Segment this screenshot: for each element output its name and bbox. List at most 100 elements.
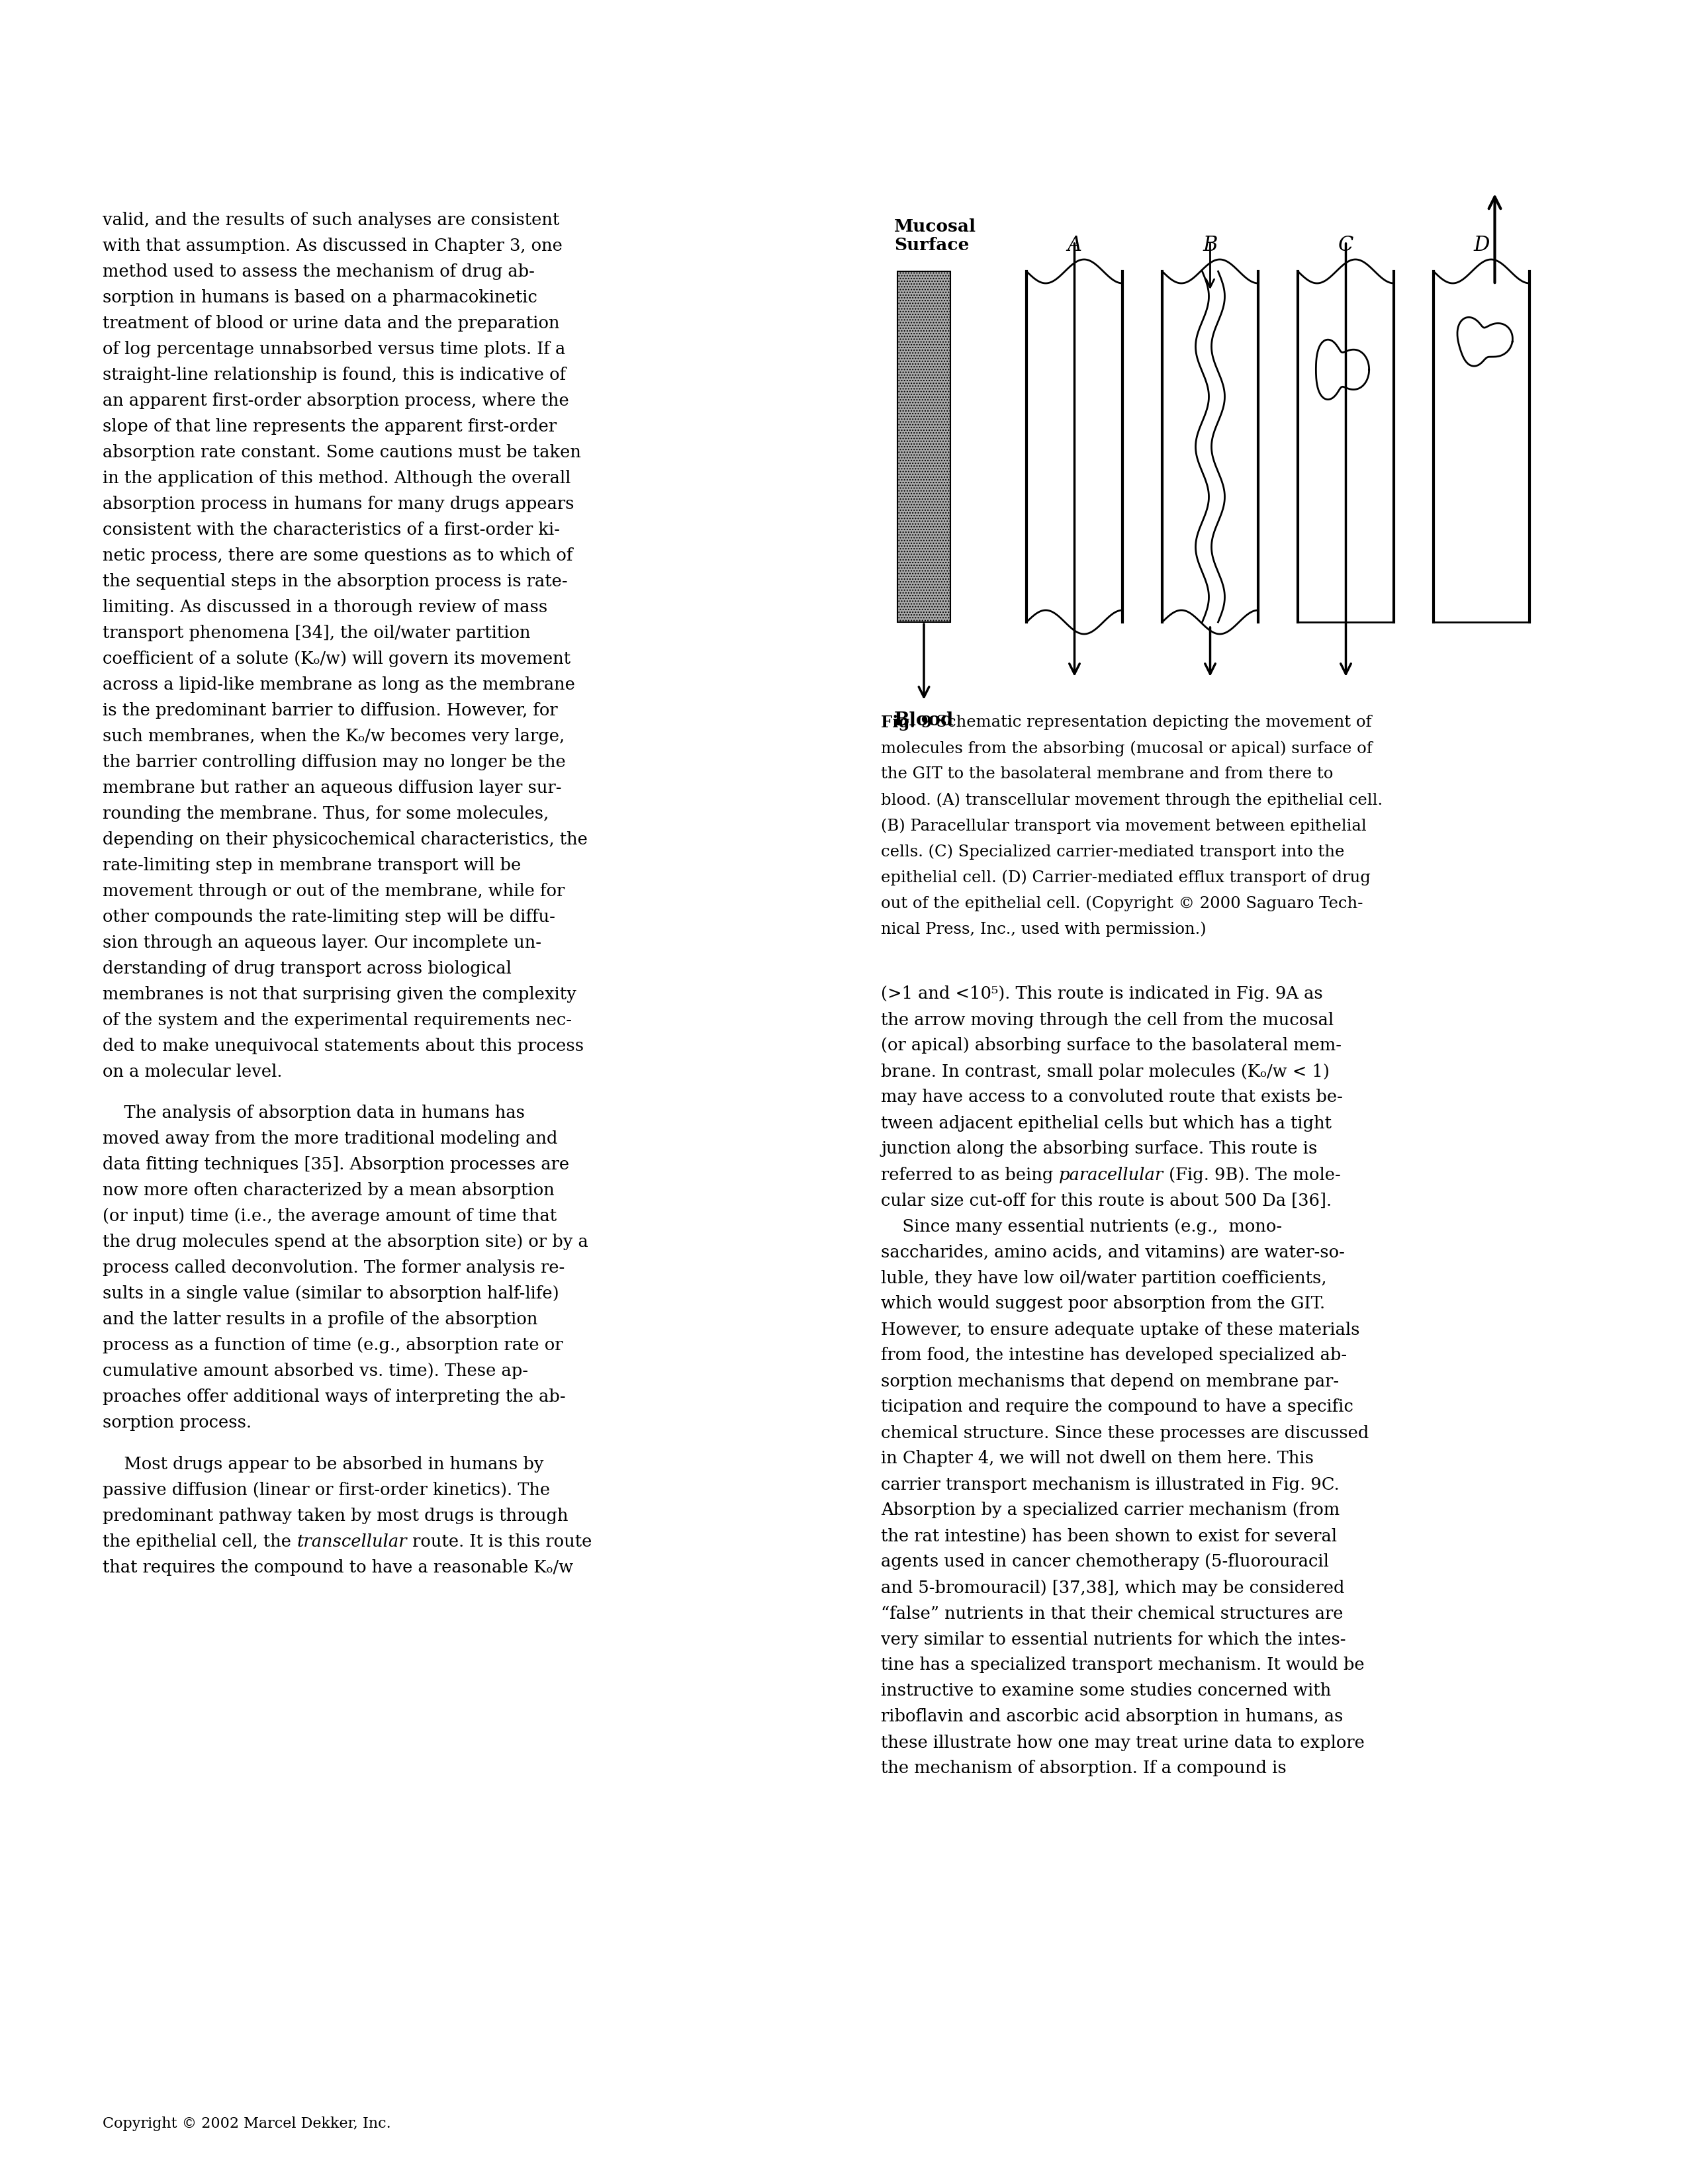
Text: the GIT to the basolateral membrane and from there to: the GIT to the basolateral membrane and … <box>882 767 1333 782</box>
Text: absorption process in humans for many drugs appears: absorption process in humans for many dr… <box>103 496 574 513</box>
Text: with that assumption. As discussed in Chapter 3, one: with that assumption. As discussed in Ch… <box>103 238 562 253</box>
Text: sorption mechanisms that depend on membrane par-: sorption mechanisms that depend on membr… <box>882 1374 1339 1389</box>
Text: nical Press, Inc., used with permission.): nical Press, Inc., used with permission.… <box>882 922 1206 937</box>
Text: route. It is this route: route. It is this route <box>407 1533 591 1551</box>
Text: out of the epithelial cell. (Copyright © 2000 Saguaro Tech-: out of the epithelial cell. (Copyright ©… <box>882 895 1363 911</box>
Text: depending on their physicochemical characteristics, the: depending on their physicochemical chara… <box>103 832 588 847</box>
Text: paracellular: paracellular <box>1059 1166 1164 1184</box>
Text: tine has a specialized transport mechanism. It would be: tine has a specialized transport mechani… <box>882 1658 1365 1673</box>
Text: The analysis of absorption data in humans has: The analysis of absorption data in human… <box>103 1105 525 1120</box>
Text: may have access to a convoluted route that exists be-: may have access to a convoluted route th… <box>882 1090 1343 1105</box>
Text: brane. In contrast, small polar molecules (Kₒ/w < 1): brane. In contrast, small polar molecule… <box>882 1064 1329 1079</box>
Text: of log percentage unnabsorbed versus time plots. If a: of log percentage unnabsorbed versus tim… <box>103 341 566 358</box>
Bar <box>897 271 951 622</box>
Text: straight-line relationship is found, this is indicative of: straight-line relationship is found, thi… <box>103 367 566 382</box>
Text: junction along the absorbing surface. This route is: junction along the absorbing surface. Th… <box>882 1140 1317 1158</box>
Text: proaches offer additional ways of interpreting the ab-: proaches offer additional ways of interp… <box>103 1389 566 1404</box>
Text: very similar to essential nutrients for which the intes-: very similar to essential nutrients for … <box>882 1631 1346 1647</box>
Text: an apparent first-order absorption process, where the: an apparent first-order absorption proce… <box>103 393 569 408</box>
Text: process called deconvolution. The former analysis re-: process called deconvolution. The former… <box>103 1260 564 1275</box>
Text: and 5-bromouracil) [37,38], which may be considered: and 5-bromouracil) [37,38], which may be… <box>882 1579 1344 1597</box>
Text: process as a function of time (e.g., absorption rate or: process as a function of time (e.g., abs… <box>103 1337 562 1354</box>
Text: Since many essential nutrients (e.g.,  mono-: Since many essential nutrients (e.g., mo… <box>882 1219 1282 1234</box>
Text: moved away from the more traditional modeling and: moved away from the more traditional mod… <box>103 1131 557 1147</box>
Text: Fig. 9: Fig. 9 <box>882 714 932 732</box>
Text: the rat intestine) has been shown to exist for several: the rat intestine) has been shown to exi… <box>882 1529 1338 1544</box>
Text: cular size cut-off for this route is about 500 Da [36].: cular size cut-off for this route is abo… <box>882 1192 1331 1208</box>
Text: Mucosal: Mucosal <box>893 218 976 236</box>
Text: Most drugs appear to be absorbed in humans by: Most drugs appear to be absorbed in huma… <box>103 1457 544 1472</box>
Text: of the system and the experimental requirements nec-: of the system and the experimental requi… <box>103 1011 573 1029</box>
Text: molecules from the absorbing (mucosal or apical) surface of: molecules from the absorbing (mucosal or… <box>882 740 1373 756</box>
Text: the mechanism of absorption. If a compound is: the mechanism of absorption. If a compou… <box>882 1760 1287 1776</box>
Text: which would suggest poor absorption from the GIT.: which would suggest poor absorption from… <box>882 1295 1326 1313</box>
Text: such membranes, when the Kₒ/w becomes very large,: such membranes, when the Kₒ/w becomes ve… <box>103 727 564 745</box>
Text: tween adjacent epithelial cells but which has a tight: tween adjacent epithelial cells but whic… <box>882 1114 1331 1131</box>
Text: However, to ensure adequate uptake of these materials: However, to ensure adequate uptake of th… <box>882 1321 1360 1339</box>
Text: cells. (C) Specialized carrier-mediated transport into the: cells. (C) Specialized carrier-mediated … <box>882 843 1344 858</box>
Text: ticipation and require the compound to have a specific: ticipation and require the compound to h… <box>882 1398 1353 1415</box>
Text: coefficient of a solute (Kₒ/w) will govern its movement: coefficient of a solute (Kₒ/w) will gove… <box>103 651 571 666</box>
Text: and the latter results in a profile of the absorption: and the latter results in a profile of t… <box>103 1310 537 1328</box>
Text: the arrow moving through the cell from the mucosal: the arrow moving through the cell from t… <box>882 1011 1334 1029</box>
Text: (B) Paracellular transport via movement between epithelial: (B) Paracellular transport via movement … <box>882 819 1366 834</box>
Text: rate-limiting step in membrane transport will be: rate-limiting step in membrane transport… <box>103 856 520 874</box>
Text: Surface: Surface <box>893 236 969 253</box>
Text: Schematic representation depicting the movement of: Schematic representation depicting the m… <box>926 714 1371 729</box>
Text: saccharides, amino acids, and vitamins) are water-so-: saccharides, amino acids, and vitamins) … <box>882 1245 1344 1260</box>
Text: method used to assess the mechanism of drug ab-: method used to assess the mechanism of d… <box>103 264 535 280</box>
Text: that requires the compound to have a reasonable Kₒ/w: that requires the compound to have a rea… <box>103 1559 573 1575</box>
Text: the drug molecules spend at the absorption site) or by a: the drug molecules spend at the absorpti… <box>103 1234 588 1251</box>
Text: sorption in humans is based on a pharmacokinetic: sorption in humans is based on a pharmac… <box>103 288 537 306</box>
Text: consistent with the characteristics of a first-order ki-: consistent with the characteristics of a… <box>103 522 561 537</box>
Text: on a molecular level.: on a molecular level. <box>103 1064 282 1081</box>
Text: the epithelial cell, the: the epithelial cell, the <box>103 1533 297 1551</box>
Text: sorption process.: sorption process. <box>103 1415 252 1431</box>
Text: chemical structure. Since these processes are discussed: chemical structure. Since these processe… <box>882 1424 1368 1441</box>
Text: across a lipid-like membrane as long as the membrane: across a lipid-like membrane as long as … <box>103 677 574 692</box>
Text: B: B <box>1203 236 1218 256</box>
Text: rounding the membrane. Thus, for some molecules,: rounding the membrane. Thus, for some mo… <box>103 806 549 821</box>
Text: now more often characterized by a mean absorption: now more often characterized by a mean a… <box>103 1182 554 1199</box>
Text: A: A <box>1067 236 1081 256</box>
Text: these illustrate how one may treat urine data to explore: these illustrate how one may treat urine… <box>882 1734 1365 1752</box>
Text: treatment of blood or urine data and the preparation: treatment of blood or urine data and the… <box>103 314 559 332</box>
Text: Copyright © 2002 Marcel Dekker, Inc.: Copyright © 2002 Marcel Dekker, Inc. <box>103 2116 390 2132</box>
Text: is the predominant barrier to diffusion. However, for: is the predominant barrier to diffusion.… <box>103 703 557 719</box>
Text: slope of that line represents the apparent first-order: slope of that line represents the appare… <box>103 419 557 435</box>
Text: transcellular: transcellular <box>297 1533 407 1551</box>
Text: blood. (A) transcellular movement through the epithelial cell.: blood. (A) transcellular movement throug… <box>882 793 1383 808</box>
Text: the barrier controlling diffusion may no longer be the: the barrier controlling diffusion may no… <box>103 753 566 771</box>
Text: membranes is not that surprising given the complexity: membranes is not that surprising given t… <box>103 987 576 1002</box>
Text: data fitting techniques [35]. Absorption processes are: data fitting techniques [35]. Absorption… <box>103 1158 569 1173</box>
Text: from food, the intestine has developed specialized ab-: from food, the intestine has developed s… <box>882 1348 1346 1363</box>
Text: C: C <box>1338 236 1353 256</box>
Text: Blood: Blood <box>893 712 954 729</box>
Text: derstanding of drug transport across biological: derstanding of drug transport across bio… <box>103 961 512 976</box>
Text: membrane but rather an aqueous diffusion layer sur-: membrane but rather an aqueous diffusion… <box>103 780 561 797</box>
Text: netic process, there are some questions as to which of: netic process, there are some questions … <box>103 548 573 563</box>
Text: riboflavin and ascorbic acid absorption in humans, as: riboflavin and ascorbic acid absorption … <box>882 1708 1343 1725</box>
Text: predominant pathway taken by most drugs is through: predominant pathway taken by most drugs … <box>103 1507 568 1524</box>
Text: valid, and the results of such analyses are consistent: valid, and the results of such analyses … <box>103 212 559 229</box>
Text: sion through an aqueous layer. Our incomplete un-: sion through an aqueous layer. Our incom… <box>103 935 542 950</box>
Text: passive diffusion (linear or first-order kinetics). The: passive diffusion (linear or first-order… <box>103 1481 551 1498</box>
Text: cumulative amount absorbed vs. time). These ap-: cumulative amount absorbed vs. time). Th… <box>103 1363 529 1380</box>
Text: “false” nutrients in that their chemical structures are: “false” nutrients in that their chemical… <box>882 1605 1343 1623</box>
Text: carrier transport mechanism is illustrated in Fig. 9C.: carrier transport mechanism is illustrat… <box>882 1476 1339 1492</box>
Text: epithelial cell. (D) Carrier-mediated efflux transport of drug: epithelial cell. (D) Carrier-mediated ef… <box>882 869 1370 885</box>
Text: (>1 and <10⁵). This route is indicated in Fig. 9A as: (>1 and <10⁵). This route is indicated i… <box>882 985 1322 1002</box>
Text: D: D <box>1473 236 1490 256</box>
Text: sults in a single value (similar to absorption half-life): sults in a single value (similar to abso… <box>103 1286 559 1302</box>
Text: Absorption by a specialized carrier mechanism (from: Absorption by a specialized carrier mech… <box>882 1503 1339 1518</box>
Text: luble, they have low oil/water partition coefficients,: luble, they have low oil/water partition… <box>882 1269 1326 1286</box>
Text: the sequential steps in the absorption process is rate-: the sequential steps in the absorption p… <box>103 572 568 590</box>
Text: movement through or out of the membrane, while for: movement through or out of the membrane,… <box>103 882 564 900</box>
Text: in Chapter 4, we will not dwell on them here. This: in Chapter 4, we will not dwell on them … <box>882 1450 1314 1468</box>
Text: in the application of this method. Although the overall: in the application of this method. Altho… <box>103 470 571 487</box>
Text: agents used in cancer chemotherapy (5-fluorouracil: agents used in cancer chemotherapy (5-fl… <box>882 1553 1329 1570</box>
Text: absorption rate constant. Some cautions must be taken: absorption rate constant. Some cautions … <box>103 443 581 461</box>
Text: transport phenomena [34], the oil/water partition: transport phenomena [34], the oil/water … <box>103 625 530 642</box>
Text: other compounds the rate-limiting step will be diffu-: other compounds the rate-limiting step w… <box>103 909 556 926</box>
Text: (or input) time (i.e., the average amount of time that: (or input) time (i.e., the average amoun… <box>103 1208 557 1225</box>
